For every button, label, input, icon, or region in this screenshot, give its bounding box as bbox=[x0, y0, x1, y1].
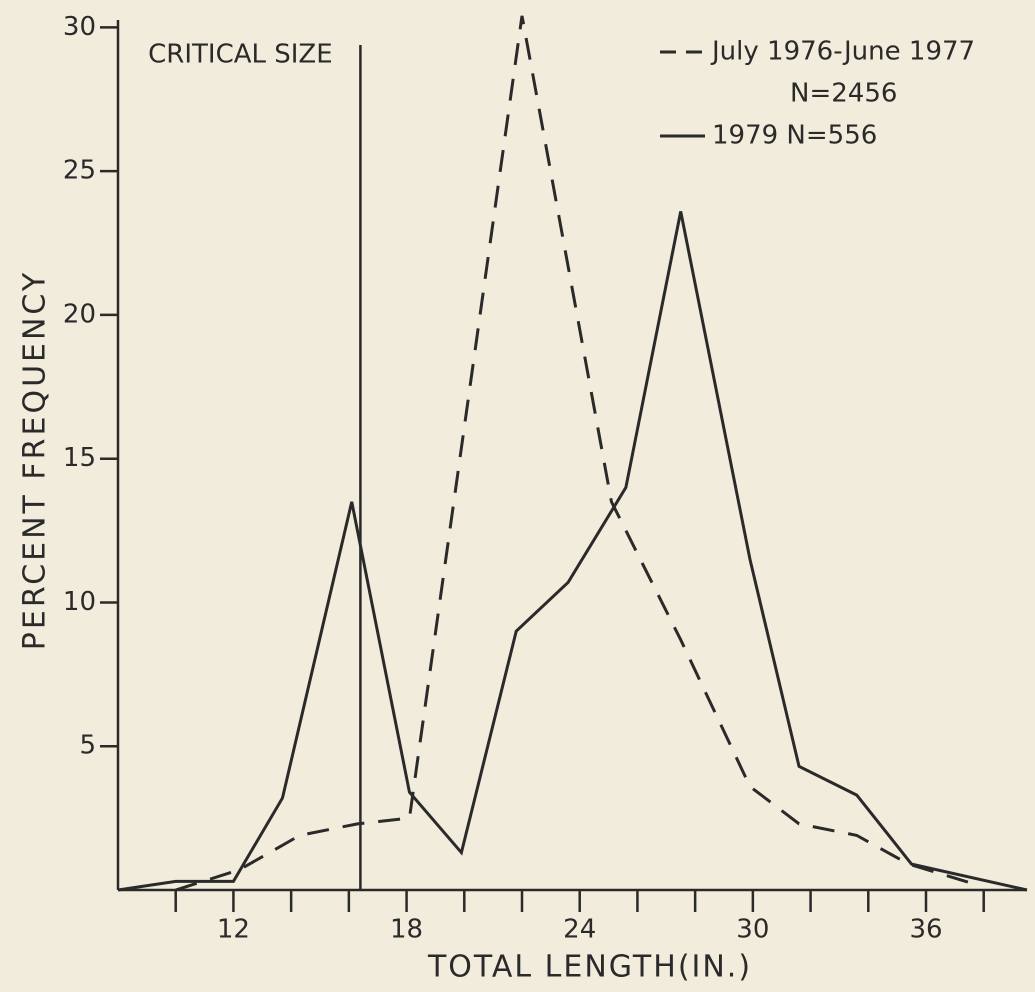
x-tick-label: 18 bbox=[390, 915, 423, 945]
x-tick-label: 24 bbox=[563, 915, 596, 945]
y-axis-label: PERCENT FREQUENCY bbox=[18, 270, 53, 650]
y-tick-label: 5 bbox=[79, 731, 96, 761]
y-tick-label: 20 bbox=[63, 299, 96, 329]
annotation: CRITICAL SIZE bbox=[148, 40, 333, 70]
x-tick-label: 12 bbox=[217, 915, 250, 945]
legend-note: N=2456 bbox=[790, 79, 897, 109]
legend-label: 1979 N=556 bbox=[712, 121, 877, 151]
legend-label: July 1976-June 1977 bbox=[710, 37, 975, 67]
data-line bbox=[175, 15, 976, 892]
data-line bbox=[117, 211, 1028, 892]
y-tick-label: 25 bbox=[63, 156, 96, 186]
x-tick-label: 30 bbox=[736, 915, 769, 945]
y-tick-label: 15 bbox=[63, 443, 96, 473]
y-tick-label: 30 bbox=[63, 12, 96, 42]
x-axis-label: TOTAL LENGTH(IN.) bbox=[427, 950, 752, 985]
x-tick-label: 36 bbox=[909, 915, 942, 945]
y-tick-label: 10 bbox=[63, 587, 96, 617]
